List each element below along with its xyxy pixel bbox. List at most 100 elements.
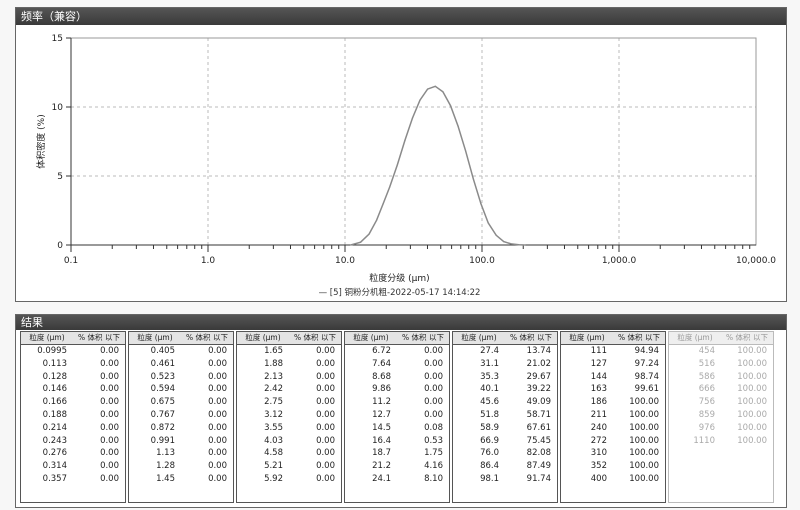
column-header: 粒度 (µm) % 体积 以下 xyxy=(669,332,773,345)
percent-cell: 0.00 xyxy=(208,397,227,408)
table-row: 5.21 0.00 xyxy=(237,460,341,473)
table-row: 14.5 0.08 xyxy=(345,422,449,435)
size-cell: 0.461 xyxy=(150,358,175,369)
table-row: 16.4 0.53 xyxy=(345,435,449,448)
size-cell: 24.1 xyxy=(372,473,391,484)
results-title-bar: 结果 xyxy=(16,315,786,330)
table-row: 516 100.00 xyxy=(669,358,773,371)
results-table: 粒度 (µm)% 体积 以下 0.0995 0.00 0.113 0.00 0.128 0.… xyxy=(20,331,782,503)
size-cell: 5.92 xyxy=(264,473,283,484)
percent-cell: 100.00 xyxy=(629,461,659,472)
size-cell: 0.594 xyxy=(150,384,175,395)
percent-cell: 100.00 xyxy=(629,448,659,459)
table-row: 2.42 0.00 xyxy=(237,383,341,396)
size-cell: 127 xyxy=(590,358,607,369)
x-tick-label: 1.0 xyxy=(201,256,216,266)
table-row: 0.166 0.00 xyxy=(21,396,125,409)
percent-cell: 0.00 xyxy=(316,358,335,369)
percent-cell: 8.10 xyxy=(424,473,443,484)
percent-cell: 0.00 xyxy=(208,346,227,356)
size-cell: 86.4 xyxy=(480,461,499,472)
percent-cell: 39.22 xyxy=(526,384,551,395)
table-row: 0.594 0.00 xyxy=(129,383,233,396)
size-cell: 21.2 xyxy=(372,461,391,472)
percent-cell: 98.74 xyxy=(634,371,659,382)
table-row: 86.4 87.49 xyxy=(453,460,557,473)
data-point xyxy=(487,222,489,224)
size-cell: 0.523 xyxy=(150,371,175,382)
table-row: 0.675 0.00 xyxy=(129,396,233,409)
size-cell: 859 xyxy=(698,409,715,420)
data-point xyxy=(518,244,520,246)
table-row: 1.28 0.00 xyxy=(129,460,233,473)
data-point xyxy=(457,125,459,127)
percent-cell: 0.53 xyxy=(424,435,443,446)
data-point xyxy=(376,219,378,221)
data-point xyxy=(503,241,505,243)
percent-cell: 0.00 xyxy=(100,346,119,356)
size-cell: 400 xyxy=(590,473,607,484)
size-cell: 5.21 xyxy=(264,461,283,472)
table-row: 0.314 0.00 xyxy=(21,460,125,473)
table-row: 27.4 13.74 xyxy=(453,345,557,358)
data-point xyxy=(449,105,452,107)
size-header: 粒度 (µm) xyxy=(569,333,605,342)
percent-cell: 58.71 xyxy=(526,409,551,420)
y-tick-label: 5 xyxy=(57,172,63,182)
table-row: 976 100.00 xyxy=(669,422,773,435)
size-cell: 272 xyxy=(590,435,607,446)
percent-cell: 100.00 xyxy=(629,435,659,446)
size-cell: 240 xyxy=(590,422,607,433)
size-cell: 0.188 xyxy=(42,409,67,420)
table-row: 666 100.00 xyxy=(669,383,773,396)
percent-cell: 0.00 xyxy=(100,371,119,382)
size-cell: 35.3 xyxy=(480,371,499,382)
x-tick-label: 10.0 xyxy=(335,256,355,266)
table-row: 0.461 0.00 xyxy=(129,358,233,371)
size-cell: 1110 xyxy=(693,435,715,446)
table-row: 111 94.94 xyxy=(561,345,665,358)
table-row: 1.65 0.00 xyxy=(237,345,341,358)
percent-cell: 0.00 xyxy=(424,384,443,395)
table-row: 0.188 0.00 xyxy=(21,409,125,422)
table-row: 6.72 0.00 xyxy=(345,345,449,358)
percent-cell: 100.00 xyxy=(737,371,767,382)
percent-cell: 0.00 xyxy=(100,397,119,408)
column-header: 粒度 (µm) % 体积 以下 xyxy=(561,332,665,345)
size-cell: 1.28 xyxy=(156,461,175,472)
table-row: 51.8 58.71 xyxy=(453,409,557,422)
percent-cell: 99.61 xyxy=(634,384,659,395)
percent-cell: 91.74 xyxy=(526,473,551,484)
percent-cell: 0.00 xyxy=(316,384,335,395)
table-row: 7.64 0.00 xyxy=(345,358,449,371)
percent-cell: 87.49 xyxy=(526,461,551,472)
table-row: 1110 100.00 xyxy=(669,435,773,448)
plot-frame xyxy=(70,37,757,246)
size-cell: 18.7 xyxy=(372,448,391,459)
size-cell: 4.58 xyxy=(264,448,283,459)
data-point xyxy=(411,117,414,119)
x-tick-label: 1,000.0 xyxy=(602,256,637,266)
size-cell: 0.991 xyxy=(150,435,175,446)
size-cell: 0.767 xyxy=(150,409,175,420)
percent-cell: 0.00 xyxy=(316,409,335,420)
table-row: 21.2 4.16 xyxy=(345,460,449,473)
percent-cell: 0.00 xyxy=(424,346,443,356)
table-row: 144 98.74 xyxy=(561,371,665,384)
column-header: 粒度 (µm) % 体积 以下 xyxy=(237,332,341,345)
percent-cell: 100.00 xyxy=(737,422,767,433)
table-row: 1.88 0.00 xyxy=(237,358,341,371)
data-point xyxy=(396,164,398,166)
percent-header: % 体积 以下 xyxy=(618,333,660,342)
size-cell: 6.72 xyxy=(372,346,391,356)
size-header: 粒度 (µm) xyxy=(137,333,173,342)
size-header: 粒度 (µm) xyxy=(461,333,497,342)
percent-header: % 体积 以下 xyxy=(402,333,444,342)
table-row: 0.276 0.00 xyxy=(21,447,125,460)
y-tick-label: 0 xyxy=(57,241,63,251)
table-row: 0.991 0.00 xyxy=(129,435,233,448)
percent-cell: 100.00 xyxy=(737,358,767,369)
percent-cell: 0.00 xyxy=(316,448,335,459)
size-cell: 186 xyxy=(590,397,607,408)
table-row: 1.13 0.00 xyxy=(129,447,233,460)
